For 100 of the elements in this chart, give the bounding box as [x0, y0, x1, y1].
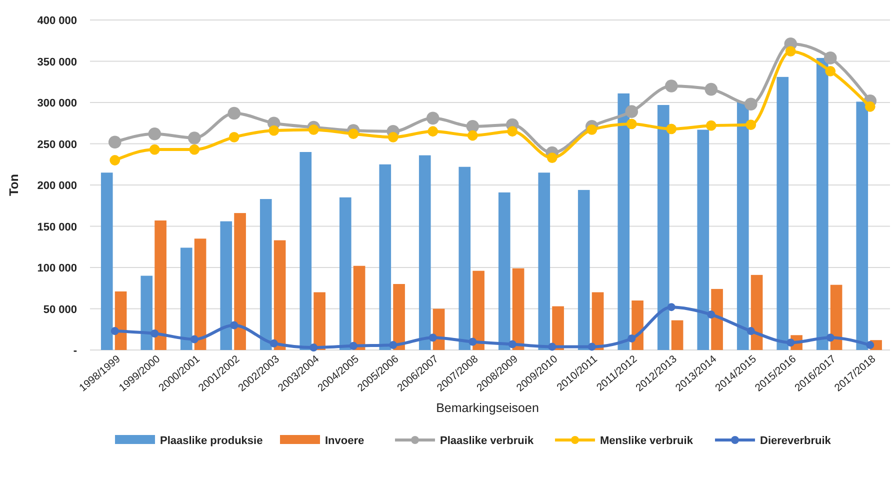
bar [856, 102, 868, 350]
point [826, 334, 834, 342]
bar [736, 102, 749, 350]
bar [458, 166, 471, 350]
point [348, 128, 359, 140]
point [666, 124, 677, 134]
point [628, 334, 636, 342]
point [428, 126, 438, 137]
point [744, 98, 758, 111]
bar [697, 130, 710, 350]
bar [300, 152, 312, 350]
point [626, 118, 637, 130]
bar [274, 240, 286, 350]
legend-label: Plaaslike verbruik [440, 435, 534, 447]
y-tick-label: 200 000 [37, 180, 77, 192]
y-axis-title: Ton [7, 174, 21, 196]
point [667, 303, 676, 312]
point [189, 144, 200, 155]
point [468, 338, 477, 346]
point [866, 341, 874, 350]
legend-label: Invoere [325, 435, 364, 447]
bar [776, 76, 789, 350]
point [546, 152, 558, 163]
bar [418, 155, 431, 350]
bar [512, 268, 524, 350]
bar [578, 190, 590, 350]
bar [750, 274, 763, 350]
bar [194, 238, 206, 350]
point [110, 327, 119, 336]
bar [472, 270, 484, 350]
point [706, 120, 716, 131]
point [428, 334, 437, 342]
bar [816, 58, 828, 350]
point [467, 130, 478, 141]
bar [592, 292, 604, 350]
point [466, 120, 480, 133]
y-tick-label: 350 000 [37, 56, 77, 68]
point [310, 344, 318, 352]
bar [632, 300, 644, 350]
point [349, 342, 358, 350]
legend-label: Diereverbruik [760, 435, 832, 447]
bar [100, 172, 113, 350]
legend-label: Menslike verbruik [600, 435, 694, 447]
x-axis-title: Bemarkingseisoen [436, 401, 539, 415]
point [389, 341, 398, 350]
y-tick-label: 50 000 [43, 304, 77, 316]
y-tick-label: 100 000 [37, 262, 77, 274]
point [308, 124, 319, 135]
point [228, 106, 241, 120]
bar [618, 93, 630, 350]
bar [339, 197, 352, 350]
point [188, 132, 201, 144]
point [507, 126, 518, 137]
point [824, 52, 837, 64]
point [707, 310, 716, 319]
bar [671, 320, 684, 350]
point [388, 132, 398, 142]
point [825, 66, 836, 76]
point [426, 112, 440, 125]
point [548, 342, 556, 351]
point [785, 46, 796, 57]
point [110, 155, 120, 166]
bar [114, 291, 127, 350]
point [190, 335, 198, 344]
bar [154, 220, 166, 350]
y-tick-label: - [73, 345, 78, 357]
bar [830, 284, 842, 350]
bar [711, 288, 723, 350]
legend-label: Plaaslike produksie [160, 435, 263, 447]
point [586, 124, 598, 135]
bar [234, 213, 246, 350]
point [704, 82, 718, 96]
point [746, 120, 756, 130]
bar [552, 306, 564, 350]
point [268, 125, 280, 136]
point [149, 144, 160, 155]
point [108, 136, 122, 148]
point [625, 105, 638, 118]
y-tick-label: 400 000 [37, 15, 77, 27]
point [786, 338, 795, 347]
point [508, 340, 516, 348]
point [270, 339, 278, 348]
y-tick-label: 300 000 [37, 98, 77, 110]
point [230, 321, 238, 330]
bar [538, 172, 550, 350]
bar [220, 221, 232, 350]
point [746, 327, 755, 336]
point [664, 80, 678, 92]
bar [314, 292, 326, 350]
y-tick-label: 250 000 [37, 138, 77, 151]
point [228, 132, 240, 142]
bar [180, 248, 192, 350]
bar [353, 266, 366, 350]
point [148, 127, 162, 140]
bar [260, 199, 272, 350]
bar [498, 192, 510, 350]
bar [657, 104, 670, 350]
bar [379, 164, 392, 350]
y-tick-label: 150 000 [37, 221, 77, 234]
point [150, 330, 159, 338]
